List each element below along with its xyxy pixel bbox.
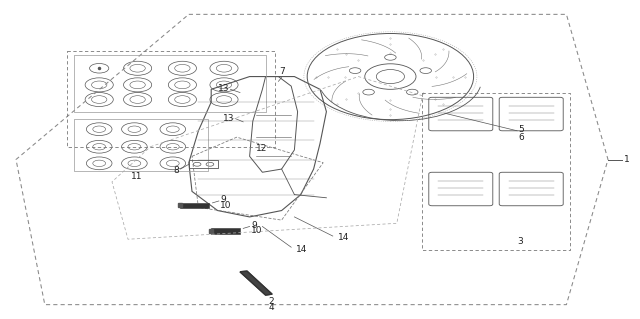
Bar bbox=[180, 203, 209, 208]
Text: 8: 8 bbox=[173, 166, 179, 175]
Text: 2: 2 bbox=[269, 297, 275, 306]
Bar bbox=[211, 228, 240, 234]
Text: 13: 13 bbox=[223, 114, 234, 122]
Text: 7: 7 bbox=[279, 67, 284, 76]
Text: 10: 10 bbox=[251, 226, 262, 235]
Text: 6: 6 bbox=[518, 133, 524, 142]
Text: 1: 1 bbox=[624, 155, 630, 164]
Text: 10: 10 bbox=[220, 201, 232, 210]
Text: 4: 4 bbox=[269, 303, 275, 312]
Text: 3: 3 bbox=[517, 237, 522, 246]
Text: 5: 5 bbox=[518, 125, 524, 134]
Text: 11: 11 bbox=[131, 172, 142, 181]
Text: 14: 14 bbox=[296, 245, 307, 254]
Text: 13: 13 bbox=[218, 84, 229, 93]
Text: 9: 9 bbox=[251, 221, 257, 230]
Text: 14: 14 bbox=[338, 233, 349, 242]
Text: 9: 9 bbox=[220, 195, 226, 204]
Text: 12: 12 bbox=[256, 144, 268, 153]
Polygon shape bbox=[240, 271, 272, 295]
